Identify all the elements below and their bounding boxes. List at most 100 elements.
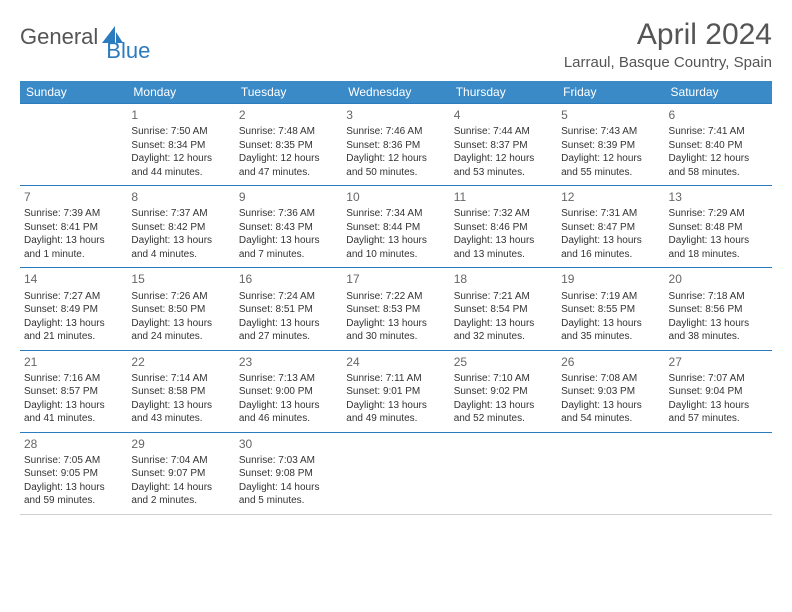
daylight-text: Daylight: 13 hours and 10 minutes. — [346, 234, 445, 261]
sunset-text: Sunset: 8:58 PM — [131, 385, 230, 399]
day-cell: 22Sunrise: 7:14 AMSunset: 8:58 PMDayligh… — [127, 350, 234, 432]
sunset-text: Sunset: 8:37 PM — [454, 139, 553, 153]
sunrise-text: Sunrise: 7:43 AM — [561, 125, 660, 139]
daylight-text: Daylight: 13 hours and 57 minutes. — [669, 399, 768, 426]
sunset-text: Sunset: 8:42 PM — [131, 221, 230, 235]
page-header: General Blue April 2024 Larraul, Basque … — [20, 18, 772, 71]
sunrise-text: Sunrise: 7:04 AM — [131, 454, 230, 468]
sunset-text: Sunset: 8:55 PM — [561, 303, 660, 317]
day-cell — [450, 432, 557, 514]
sunset-text: Sunset: 9:03 PM — [561, 385, 660, 399]
sunrise-text: Sunrise: 7:11 AM — [346, 372, 445, 386]
daylight-text: Daylight: 13 hours and 43 minutes. — [131, 399, 230, 426]
sunrise-text: Sunrise: 7:50 AM — [131, 125, 230, 139]
day-number: 17 — [346, 271, 445, 287]
sunset-text: Sunset: 8:34 PM — [131, 139, 230, 153]
day-number: 16 — [239, 271, 338, 287]
day-cell: 17Sunrise: 7:22 AMSunset: 8:53 PMDayligh… — [342, 268, 449, 350]
day-number: 20 — [669, 271, 768, 287]
day-cell — [557, 432, 664, 514]
sunrise-text: Sunrise: 7:32 AM — [454, 207, 553, 221]
day-number: 26 — [561, 354, 660, 370]
sunrise-text: Sunrise: 7:34 AM — [346, 207, 445, 221]
sunset-text: Sunset: 8:53 PM — [346, 303, 445, 317]
sunset-text: Sunset: 8:57 PM — [24, 385, 123, 399]
day-number: 18 — [454, 271, 553, 287]
day-number: 23 — [239, 354, 338, 370]
day-cell: 10Sunrise: 7:34 AMSunset: 8:44 PMDayligh… — [342, 186, 449, 268]
sunrise-text: Sunrise: 7:31 AM — [561, 207, 660, 221]
calendar-page: General Blue April 2024 Larraul, Basque … — [0, 0, 792, 533]
sunset-text: Sunset: 8:40 PM — [669, 139, 768, 153]
sunset-text: Sunset: 8:48 PM — [669, 221, 768, 235]
daylight-text: Daylight: 13 hours and 27 minutes. — [239, 317, 338, 344]
day-number: 21 — [24, 354, 123, 370]
daylight-text: Daylight: 13 hours and 1 minute. — [24, 234, 123, 261]
sunset-text: Sunset: 8:56 PM — [669, 303, 768, 317]
day-cell: 29Sunrise: 7:04 AMSunset: 9:07 PMDayligh… — [127, 432, 234, 514]
sunrise-text: Sunrise: 7:13 AM — [239, 372, 338, 386]
day-number: 9 — [239, 189, 338, 205]
sunrise-text: Sunrise: 7:24 AM — [239, 290, 338, 304]
week-row: 21Sunrise: 7:16 AMSunset: 8:57 PMDayligh… — [20, 350, 772, 432]
day-cell: 8Sunrise: 7:37 AMSunset: 8:42 PMDaylight… — [127, 186, 234, 268]
month-title: April 2024 — [564, 18, 772, 52]
day-cell — [665, 432, 772, 514]
day-cell: 2Sunrise: 7:48 AMSunset: 8:35 PMDaylight… — [235, 104, 342, 186]
daylight-text: Daylight: 12 hours and 58 minutes. — [669, 152, 768, 179]
sunrise-text: Sunrise: 7:26 AM — [131, 290, 230, 304]
day-cell: 1 Sunrise: 7:50 AMSunset: 8:34 PMDaylight… — [127, 104, 234, 186]
sunset-text: Sunset: 9:04 PM — [669, 385, 768, 399]
daylight-text: Daylight: 13 hours and 13 minutes. — [454, 234, 553, 261]
sunset-text: Sunset: 8:44 PM — [346, 221, 445, 235]
location-text: Larraul, Basque Country, Spain — [564, 54, 772, 71]
daylight-text: Daylight: 13 hours and 52 minutes. — [454, 399, 553, 426]
title-block: April 2024 Larraul, Basque Country, Spai… — [564, 18, 772, 71]
sunset-text: Sunset: 9:02 PM — [454, 385, 553, 399]
sunrise-text: Sunrise: 7:19 AM — [561, 290, 660, 304]
sunset-text: Sunset: 8:41 PM — [24, 221, 123, 235]
daylight-text: Daylight: 12 hours and 50 minutes. — [346, 152, 445, 179]
day-number: 13 — [669, 189, 768, 205]
day-cell: 15 Sunrise: 7:26 AMSunset: 8:50 PMDayligh… — [127, 268, 234, 350]
sunrise-text: Sunrise: 7:18 AM — [669, 290, 768, 304]
logo-text-blue: Blue — [106, 38, 150, 64]
calendar-head: Sunday Monday Tuesday Wednesday Thursday… — [20, 81, 772, 104]
day-cell: 30Sunrise: 7:03 AMSunset: 9:08 PMDayligh… — [235, 432, 342, 514]
day-cell: 9Sunrise: 7:36 AMSunset: 8:43 PMDaylight… — [235, 186, 342, 268]
sunrise-text: Sunrise: 7:41 AM — [669, 125, 768, 139]
day-header-row: Sunday Monday Tuesday Wednesday Thursday… — [20, 81, 772, 104]
day-number: 15 — [131, 271, 230, 287]
day-cell: 26Sunrise: 7:08 AMSunset: 9:03 PMDayligh… — [557, 350, 664, 432]
day-number: 1 — [131, 107, 230, 123]
day-cell: 20Sunrise: 7:18 AMSunset: 8:56 PMDayligh… — [665, 268, 772, 350]
col-monday: Monday — [127, 81, 234, 104]
daylight-text: Daylight: 13 hours and 24 minutes. — [131, 317, 230, 344]
col-sunday: Sunday — [20, 81, 127, 104]
sunrise-text: Sunrise: 7:44 AM — [454, 125, 553, 139]
day-number: 27 — [669, 354, 768, 370]
day-cell: 5Sunrise: 7:43 AMSunset: 8:39 PMDaylight… — [557, 104, 664, 186]
sunset-text: Sunset: 8:35 PM — [239, 139, 338, 153]
week-row: 7Sunrise: 7:39 AMSunset: 8:41 PMDaylight… — [20, 186, 772, 268]
sunset-text: Sunset: 8:51 PM — [239, 303, 338, 317]
day-cell: 21Sunrise: 7:16 AMSunset: 8:57 PMDayligh… — [20, 350, 127, 432]
daylight-text: Daylight: 12 hours and 55 minutes. — [561, 152, 660, 179]
daylight-text: Daylight: 12 hours and 44 minutes. — [131, 152, 230, 179]
day-number: 8 — [131, 189, 230, 205]
day-number: 7 — [24, 189, 123, 205]
daylight-text: Daylight: 13 hours and 32 minutes. — [454, 317, 553, 344]
day-cell — [20, 104, 127, 186]
day-number: 22 — [131, 354, 230, 370]
sunrise-text: Sunrise: 7:05 AM — [24, 454, 123, 468]
sunset-text: Sunset: 8:50 PM — [131, 303, 230, 317]
day-number: 3 — [346, 107, 445, 123]
day-cell: 19Sunrise: 7:19 AMSunset: 8:55 PMDayligh… — [557, 268, 664, 350]
logo: General Blue — [20, 24, 170, 50]
daylight-text: Daylight: 13 hours and 21 minutes. — [24, 317, 123, 344]
day-number: 12 — [561, 189, 660, 205]
day-cell: 16 Sunrise: 7:24 AMSunset: 8:51 PMDayligh… — [235, 268, 342, 350]
sunset-text: Sunset: 9:01 PM — [346, 385, 445, 399]
sunrise-text: Sunrise: 7:22 AM — [346, 290, 445, 304]
day-number: 5 — [561, 107, 660, 123]
